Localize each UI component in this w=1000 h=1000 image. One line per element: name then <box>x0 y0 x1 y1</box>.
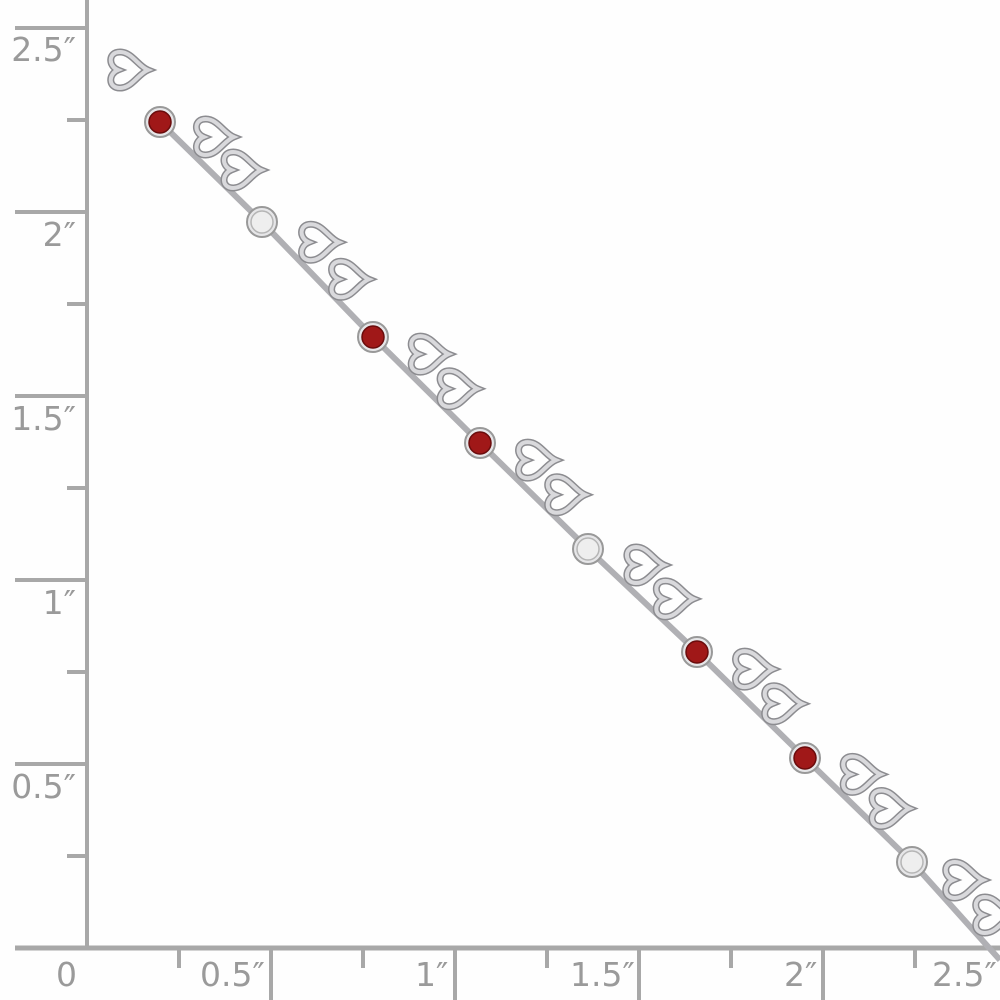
heart-highlight <box>222 149 267 191</box>
diamond-gem <box>576 537 600 561</box>
x-label-0-5: 0.5″ <box>200 955 265 994</box>
heart-highlight <box>943 859 989 901</box>
heart-link <box>972 893 1000 937</box>
y-label-0-5: 0.5″ <box>11 767 76 806</box>
x-label-2: 2″ <box>784 955 818 994</box>
heart-link <box>192 115 244 159</box>
heart-link <box>942 858 993 902</box>
garnet-gem <box>148 110 172 134</box>
heart-link <box>761 682 812 726</box>
x-label-1: 1″ <box>415 955 449 994</box>
garnet-stone <box>681 636 713 668</box>
chain-link <box>909 859 1000 963</box>
heart-link <box>732 647 783 691</box>
heart-link <box>407 332 458 376</box>
heart-highlight <box>438 368 483 409</box>
chain-link <box>694 649 808 761</box>
heart-highlight <box>733 649 779 690</box>
heart-link <box>652 577 703 621</box>
chain-link <box>585 546 700 655</box>
chain-link <box>802 755 915 865</box>
heart-link <box>868 786 919 830</box>
heart-link <box>298 220 349 264</box>
heart-highlight <box>762 683 808 724</box>
garnet-stone <box>464 427 496 459</box>
garnet-gem <box>685 640 709 664</box>
y-label-1: 1″ <box>42 583 76 622</box>
y-label-2-5: 2.5″ <box>11 30 76 69</box>
garnet-stone <box>144 106 176 138</box>
heart-highlight <box>108 49 154 91</box>
heart-link <box>220 148 271 192</box>
heart-highlight <box>624 545 670 586</box>
heart-link <box>544 473 595 517</box>
heart-highlight <box>870 788 915 829</box>
heart-highlight <box>545 474 591 515</box>
garnet-gem <box>793 746 817 770</box>
heart-highlight <box>194 116 240 158</box>
heart-highlight <box>329 259 375 300</box>
diamond-gem <box>900 850 924 874</box>
heart-highlight <box>299 222 345 263</box>
heart-link <box>623 543 674 587</box>
diamond-stone <box>572 533 604 565</box>
y-label-2: 2″ <box>42 215 76 254</box>
heart-link <box>436 367 487 411</box>
garnet-gem <box>468 431 492 455</box>
heart-link <box>107 48 158 92</box>
heart-highlight <box>841 754 886 795</box>
chain-link <box>477 440 591 552</box>
x-label-2-5: 2.5″ <box>932 955 997 994</box>
diamond-gem <box>250 210 274 234</box>
heart-link <box>839 752 890 796</box>
heart-link <box>328 257 379 301</box>
chain-link <box>370 334 483 446</box>
heart-highlight <box>973 894 1000 936</box>
heart-highlight <box>409 334 454 375</box>
heart-link <box>515 438 566 482</box>
x-label-1-5: 1.5″ <box>570 955 635 994</box>
garnet-stone <box>789 742 821 774</box>
diamond-stone <box>896 846 928 878</box>
garnet-stone <box>357 321 389 353</box>
chain-link <box>259 219 376 340</box>
diamond-stone <box>246 206 278 238</box>
y-label-1-5: 1.5″ <box>11 399 76 438</box>
chain-link <box>157 119 265 225</box>
x-label-0: 0 <box>56 955 77 994</box>
heart-highlight <box>516 440 562 481</box>
heart-highlight <box>654 578 699 619</box>
garnet-gem <box>361 325 385 349</box>
